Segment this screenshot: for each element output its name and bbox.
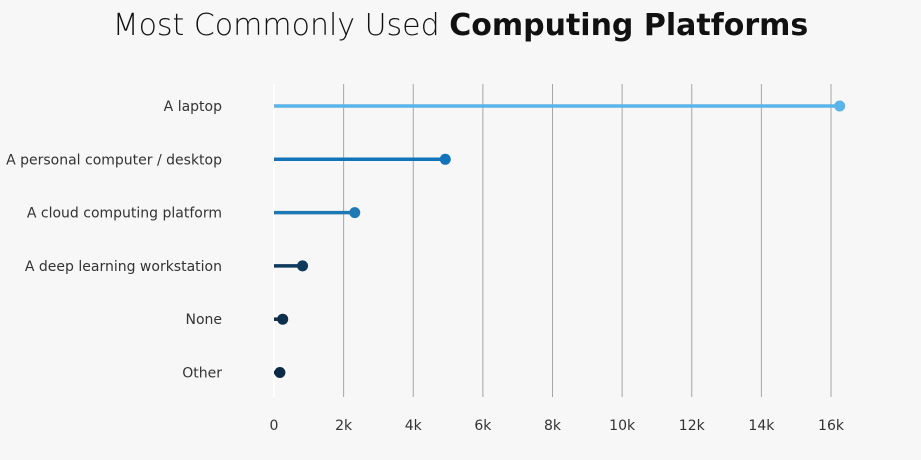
- x-tick-label-5: 10k: [609, 418, 636, 434]
- x-tick-label-7: 14k: [748, 418, 775, 434]
- grid-lines: [273, 84, 832, 397]
- x-tick-label-4: 8k: [544, 418, 562, 434]
- x-tick-label-0: 0: [270, 418, 279, 434]
- x-tick-label-3: 6k: [474, 418, 492, 434]
- lollipop-dot-5: [274, 367, 286, 378]
- y-label-4: None: [185, 312, 222, 328]
- x-tick-label-8: 16k: [818, 418, 845, 434]
- y-label-3: A deep learning workstation: [25, 259, 222, 275]
- y-axis-labels: A laptop A personal computer / desktop A c…: [6, 99, 222, 382]
- chart-title-bold: Computing Platforms: [449, 8, 809, 43]
- y-label-1: A personal computer / desktop: [6, 152, 222, 168]
- lollipop-dot-2: [349, 207, 361, 219]
- chart-title-light: Most Commonly Used: [112, 8, 440, 43]
- x-tick-label-2: 4k: [405, 418, 423, 434]
- x-tick-label-6: 12k: [679, 418, 706, 434]
- lollipop-dot-0: [834, 100, 846, 112]
- y-label-2: A cloud computing platform: [27, 206, 222, 222]
- chart-title: Most Commonly Used Computing Platforms: [0, 8, 921, 43]
- lollipop-dot-3: [297, 260, 309, 272]
- lollipop-dot-4: [277, 313, 289, 325]
- lollipop-dot-1: [439, 153, 451, 165]
- y-label-5: Other: [182, 366, 222, 382]
- y-label-0: A laptop: [164, 99, 222, 115]
- x-tick-label-1: 2k: [335, 418, 353, 434]
- x-axis-ticks: 0 2k 4k 6k 8k 10k 12k 14k 16k: [270, 418, 845, 434]
- lollipop-marks: [274, 100, 846, 378]
